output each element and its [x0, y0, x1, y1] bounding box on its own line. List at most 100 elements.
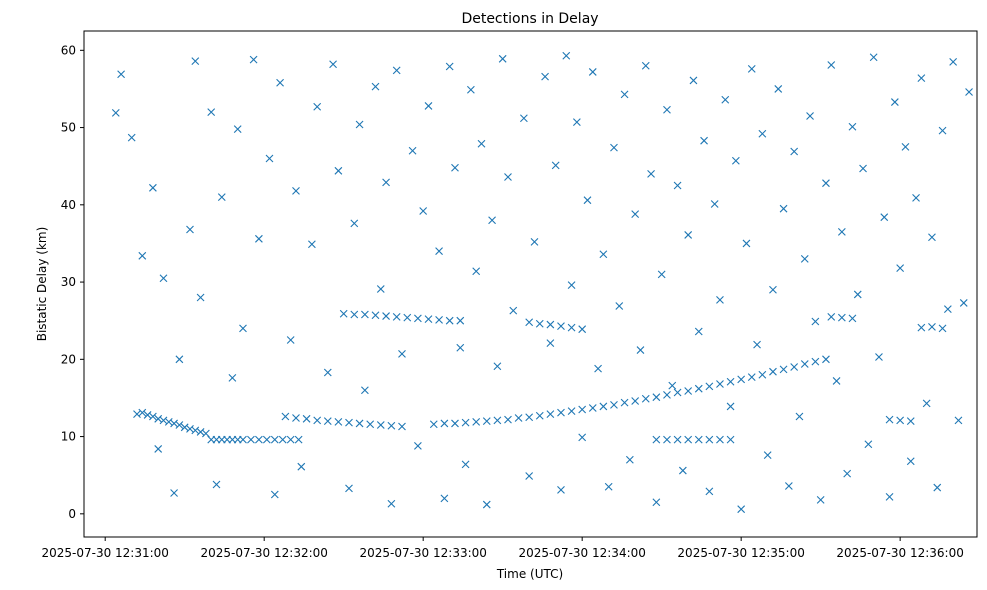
detection-marker: [758, 129, 767, 138]
detection-marker: [928, 233, 936, 242]
detection-marker: [716, 435, 724, 444]
detection-marker: [827, 312, 836, 321]
detection-marker: [721, 95, 730, 104]
detection-marker: [885, 492, 894, 501]
detection-marker: [488, 216, 496, 225]
detection-marker: [578, 405, 587, 414]
chart-title: Detections in Delay: [461, 11, 598, 27]
detection-marker: [869, 53, 878, 62]
detection-marker: [445, 316, 454, 325]
detection-marker: [636, 346, 645, 354]
detection-marker: [949, 58, 958, 66]
detection-marker: [928, 322, 936, 331]
detection-marker: [360, 310, 369, 319]
detection-marker: [557, 322, 565, 330]
plot-frame: [83, 30, 978, 538]
detection-marker: [371, 311, 380, 320]
detection-marker: [323, 368, 332, 377]
detection-marker: [758, 370, 767, 379]
detection-marker: [451, 163, 459, 172]
detection-marker: [525, 318, 534, 327]
detection-marker: [247, 435, 255, 444]
detection-marker: [424, 102, 433, 110]
x-tick-label: 2025-07-30 12:33:00: [359, 546, 486, 560]
detection-marker: [710, 200, 719, 208]
detection-marker: [170, 489, 178, 497]
detection-marker: [262, 435, 271, 444]
detection-marker: [435, 316, 443, 324]
detection-marker: [652, 435, 661, 444]
detection-marker: [196, 293, 205, 302]
detection-marker: [329, 60, 337, 69]
detection-marker: [663, 390, 671, 399]
detection-marker: [800, 360, 809, 368]
detection-marker: [286, 336, 295, 344]
detection-marker: [313, 102, 322, 111]
detection-marker: [843, 469, 852, 478]
detection-marker: [832, 377, 841, 385]
detection-marker: [610, 143, 618, 152]
detection-marker: [292, 187, 300, 195]
detection-marker: [212, 480, 221, 489]
x-tick-label: 2025-07-30 12:34:00: [518, 546, 645, 560]
detection-marker: [440, 419, 449, 428]
x-tick-label: 2025-07-30 12:32:00: [200, 546, 327, 560]
detection-marker: [133, 410, 141, 419]
detection-marker: [859, 164, 867, 173]
detection-marker: [769, 285, 777, 294]
detection-marker: [896, 264, 905, 273]
detection-marker: [837, 313, 846, 322]
detection-marker: [202, 429, 210, 438]
detection-marker: [848, 122, 857, 131]
detection-marker: [281, 412, 290, 421]
detection-marker: [117, 70, 125, 79]
x-axis: 2025-07-30 12:31:00 2025-07-30 12:32:00 20…: [41, 537, 964, 560]
detection-marker: [588, 404, 597, 412]
detection-marker: [610, 401, 618, 409]
detection-marker: [207, 108, 216, 117]
detection-marker: [413, 314, 422, 323]
detection-marker: [885, 415, 894, 424]
detection-marker: [170, 419, 178, 428]
detection-marker: [546, 320, 555, 329]
detection-marker: [684, 435, 693, 444]
detection-marker: [663, 435, 671, 444]
detection-marker: [747, 373, 756, 381]
detection-marker: [705, 435, 714, 444]
detection-marker: [790, 147, 799, 156]
y-tick-label: 10: [61, 430, 76, 444]
detection-marker: [435, 247, 443, 256]
detection-marker: [742, 239, 751, 248]
detection-marker: [779, 204, 788, 213]
detection-marker: [164, 418, 173, 426]
detection-marker: [350, 310, 359, 319]
detection-marker: [371, 82, 380, 91]
detection-marker: [737, 375, 746, 384]
detection-marker: [599, 402, 608, 411]
detection-marker: [350, 219, 359, 228]
detection-marker: [716, 295, 724, 304]
detection-marker: [673, 435, 682, 444]
detection-marker: [620, 398, 629, 407]
detection-marker: [270, 435, 279, 444]
detection-marker: [313, 416, 322, 425]
detection-marker: [896, 416, 905, 425]
detection-marker: [806, 112, 814, 120]
detection-marker: [149, 412, 157, 421]
detection-marker: [615, 302, 624, 310]
detection-marker: [657, 270, 666, 279]
detection-marker: [705, 382, 714, 391]
detection-marker: [302, 414, 311, 423]
detection-marker: [413, 441, 422, 450]
detection-marker: [239, 324, 247, 333]
detection-marker: [334, 166, 343, 175]
detection-marker: [933, 483, 942, 492]
detection-marker: [753, 340, 761, 349]
detection-marker: [631, 210, 640, 218]
detection-marker: [186, 225, 194, 234]
detection-marker: [472, 267, 481, 276]
detection-marker: [466, 85, 475, 94]
detection-marker: [588, 68, 597, 76]
detection-marker: [641, 61, 650, 70]
detection-marker: [906, 457, 915, 466]
